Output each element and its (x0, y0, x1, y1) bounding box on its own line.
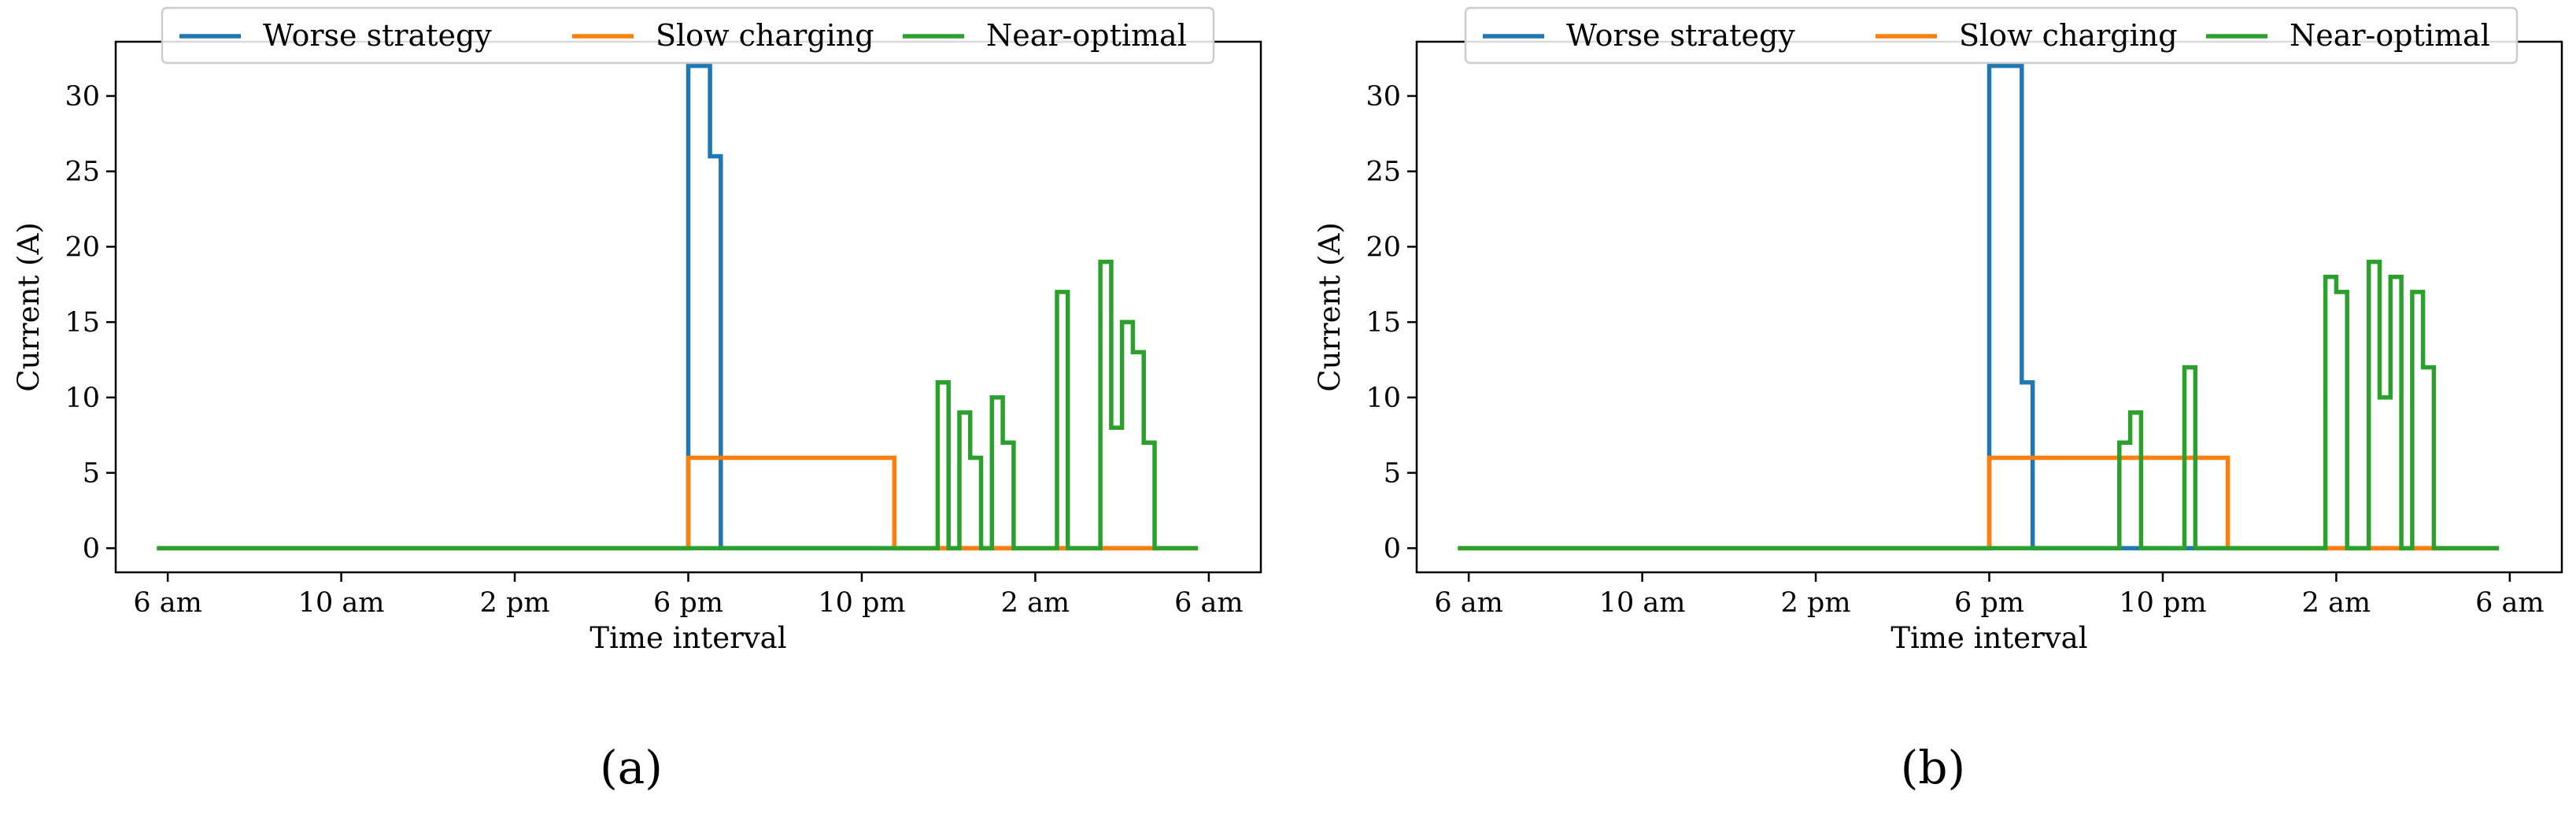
x-tick-label: 2 pm (480, 587, 550, 619)
y-tick-label: 15 (65, 307, 100, 339)
x-tick-label: 2 pm (1781, 587, 1851, 619)
legend: Worse strategy Slow charging Near-optimal (161, 6, 1215, 65)
y-tick-label: 0 (1384, 533, 1401, 564)
series-line-slow-charging (157, 455, 1199, 551)
series-line-slow-charging (1458, 455, 2500, 551)
x-axis-label: Time interval (589, 621, 786, 655)
x-tick-label: 10 am (1599, 587, 1686, 619)
panel-label: (a) (600, 741, 663, 794)
y-tick-label: 25 (1366, 157, 1401, 188)
x-tick-label: 6 am (1434, 587, 1502, 619)
x-tick-label: 6 am (133, 587, 201, 619)
legend-entry: Slow charging (656, 18, 874, 53)
chart-panel-a: 6 am 10 am 2 pm 6 pm 10 pm 2 am 6 am 0 5 10 15 20 25… (12, 6, 1262, 794)
panel-label: (b) (1901, 741, 1965, 794)
chart-panel-b: 6 am 10 am 2 pm 6 pm 10 pm 2 am 6 am 0 5 10 15 20 25… (1313, 6, 2563, 794)
y-tick-label: 5 (1384, 458, 1401, 490)
y-tick-label: 30 (65, 81, 100, 113)
y-tick-label: 25 (65, 157, 100, 188)
x-tick-label: 10 am (298, 587, 385, 619)
x-axis-label: Time interval (1890, 621, 2087, 655)
y-tick-label: 15 (1366, 307, 1401, 339)
legend-entry: Worse strategy (263, 18, 492, 53)
legend-entry: Near-optimal (2290, 18, 2490, 53)
series-line-near-optimal (1458, 259, 2500, 551)
y-tick-label: 5 (83, 458, 100, 490)
legend: Worse strategy Slow charging Near-optimal (1464, 6, 2519, 65)
y-tick-label: 10 (1366, 383, 1401, 414)
y-tick-label: 20 (1366, 231, 1401, 263)
x-tick-label: 6 am (2475, 587, 2544, 619)
x-tick-label: 6 pm (1954, 587, 2024, 619)
y-tick-label: 0 (83, 533, 100, 564)
x-tick-label: 6 am (1174, 587, 1243, 619)
legend-entry: Near-optimal (986, 18, 1187, 53)
x-tick-label: 10 pm (2119, 587, 2206, 619)
x-tick-label: 10 pm (818, 587, 905, 619)
legend-box (1464, 6, 2519, 65)
y-axis-label: Current (A) (1313, 222, 1347, 391)
y-axis-label: Current (A) (12, 222, 46, 391)
x-tick-label: 2 am (1001, 587, 1070, 619)
legend-entry: Worse strategy (1566, 18, 1795, 53)
legend-box (161, 6, 1215, 65)
legend-entry: Slow charging (1959, 18, 2178, 53)
x-tick-label: 6 pm (653, 587, 723, 619)
series-line-worse-strategy (1458, 63, 2500, 551)
y-tick-label: 10 (65, 383, 100, 414)
series-line-worse-strategy (157, 63, 1199, 551)
y-tick-label: 30 (1366, 81, 1401, 113)
series-line-near-optimal (157, 259, 1199, 551)
x-tick-label: 2 am (2302, 587, 2371, 619)
y-tick-label: 20 (65, 231, 100, 263)
